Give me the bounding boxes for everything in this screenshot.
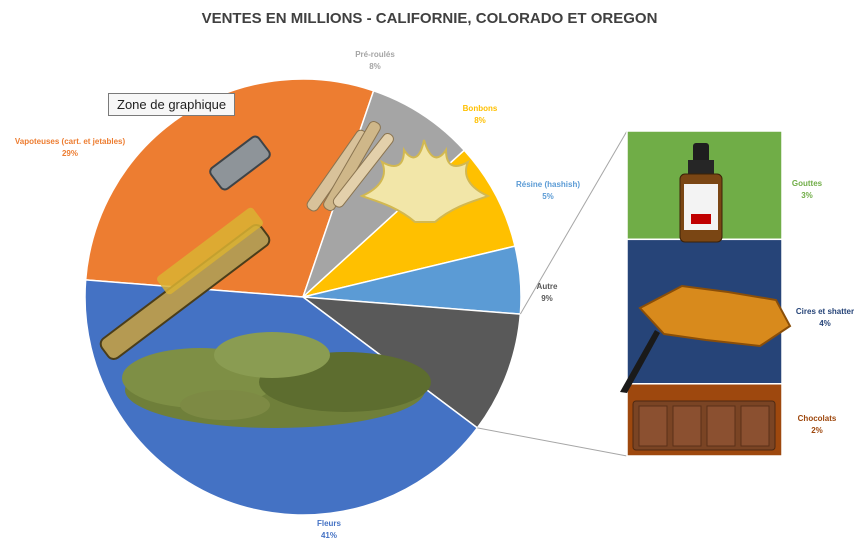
label-chocolats: Chocolats (798, 414, 837, 423)
pie-slice-4[interactable] (300, 296, 522, 429)
value-pre-roules: 8% (369, 62, 381, 71)
value-resine: 5% (542, 192, 554, 201)
value-gouttes: 3% (801, 191, 813, 200)
label-cires-shatter: Cires et shatter (796, 307, 854, 316)
value-fleurs: 41% (321, 531, 337, 540)
label-autre: Autre (537, 282, 558, 291)
connector-line-1 (477, 427, 628, 457)
thc-dropper-bottle-image (679, 143, 723, 243)
pre-roll-image (306, 121, 394, 212)
label-gouttes: Gouttes (792, 179, 823, 188)
label-resine: Résine (hashish) (516, 180, 580, 189)
label-bonbons: Bonbons (463, 104, 498, 113)
chart-area-tooltip: Zone de graphique (108, 93, 236, 116)
shatter-wax-image (620, 284, 792, 393)
value-vapoteuses: 29% (62, 149, 78, 158)
chart-title: VENTES EN MILLIONS - CALIFORNIE, COLORAD… (201, 10, 658, 27)
connector-line-0 (519, 130, 628, 315)
value-cires-shatter: 4% (819, 319, 831, 328)
label-fleurs: Fleurs (317, 519, 342, 528)
gummy-leaf-image (359, 139, 491, 223)
cannabis-bud-image (122, 332, 431, 428)
chocolate-bar-image (632, 400, 776, 451)
value-autre: 9% (541, 294, 553, 303)
label-vapoteuses: Vapoteuses (cart. et jetables) (15, 137, 126, 146)
vape-pen-image (99, 135, 271, 360)
value-chocolats: 2% (811, 426, 823, 435)
value-bonbons: 8% (474, 116, 486, 125)
label-pre-roules: Pré-roulés (355, 50, 395, 59)
